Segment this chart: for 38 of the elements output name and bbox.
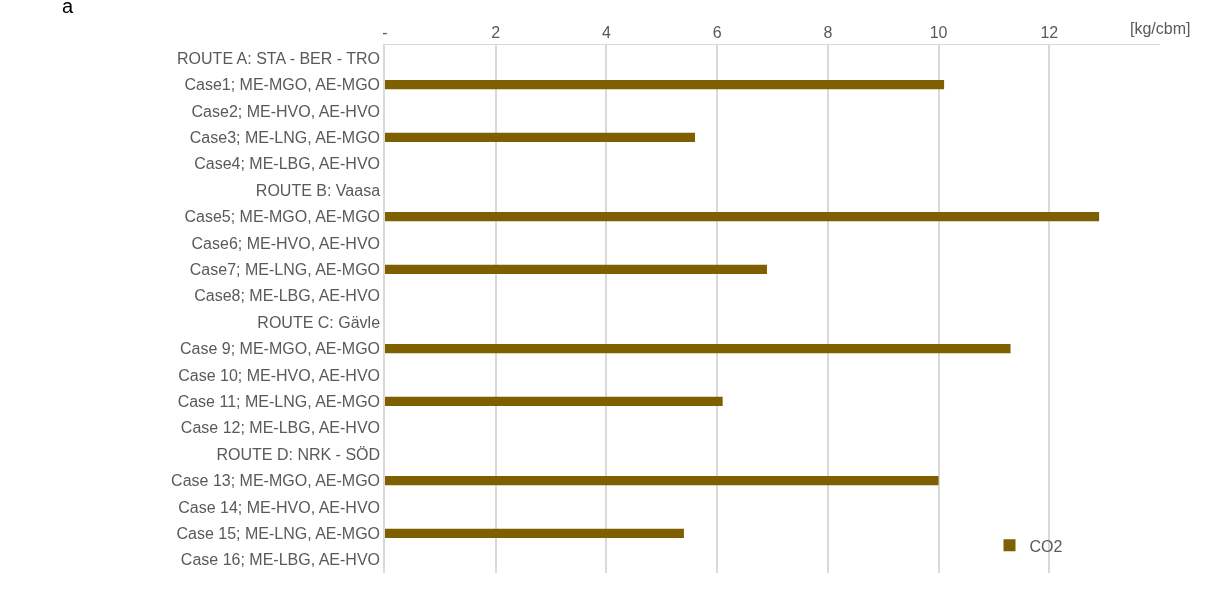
y-tick-label: Case 15; ME-LNG, AE-MGO	[176, 525, 381, 542]
legend-label: CO2	[1029, 537, 1063, 555]
y-tick-label: Case5; ME-MGO, AE-MGO	[184, 208, 381, 226]
y-tick-label: ROUTE A: STA - BER - TRO	[177, 49, 381, 67]
x-tick-label: 12	[1040, 23, 1059, 41]
y-tick-label: ROUTE B: Vaasa	[255, 181, 381, 199]
x-tick-label: 8	[823, 23, 833, 41]
y-tick-label: Case6; ME-HVO, AE-HVO	[191, 234, 381, 252]
x-tick-label: 6	[712, 23, 722, 41]
y-tick-label: Case7; ME-LNG, AE-MGO	[189, 261, 381, 278]
y-tick-label: Case 14; ME-HVO, AE-HVO	[178, 498, 381, 516]
bar	[385, 79, 945, 90]
bar	[385, 132, 695, 143]
bar	[385, 264, 767, 275]
y-tick-label: Case2; ME-HVO, AE-HVO	[191, 102, 381, 120]
text: a	[62, 0, 74, 17]
x-axis-title: [kg/cbm]	[1130, 20, 1191, 37]
y-tick-label: Case 13; ME-MGO, AE-MGO	[171, 472, 381, 490]
x-tick-label: 10	[929, 23, 948, 41]
y-tick-label: Case 9; ME-MGO, AE-MGO	[180, 340, 381, 358]
x-tick-label: 4	[601, 23, 611, 41]
bar	[385, 396, 723, 407]
x-tick-label: -	[382, 23, 388, 41]
bar	[385, 475, 939, 486]
x-tick-label: 2	[491, 23, 501, 41]
bar	[385, 528, 684, 539]
bar	[385, 211, 1100, 222]
y-tick-label: Case 12; ME-LBG, AE-HVO	[180, 419, 381, 437]
y-tick-label: Case1; ME-MGO, AE-MGO	[184, 76, 381, 94]
bar	[385, 343, 1011, 354]
y-tick-label: Case 16; ME-LBG, AE-HVO	[180, 551, 381, 569]
y-tick-label: Case8; ME-LBG, AE-HVO	[194, 287, 381, 305]
y-tick-label: ROUTE C: Gävle	[257, 313, 381, 331]
y-tick-label: Case 11; ME-LNG, AE-MGO	[177, 393, 381, 410]
y-tick-label: Case3; ME-LNG, AE-MGO	[189, 129, 381, 146]
y-tick-label: ROUTE D: NRK - SÖD	[216, 445, 381, 463]
y-tick-label: Case 10; ME-HVO, AE-HVO	[178, 366, 381, 384]
y-tick-label: Case4; ME-LBG, AE-HVO	[194, 155, 381, 173]
